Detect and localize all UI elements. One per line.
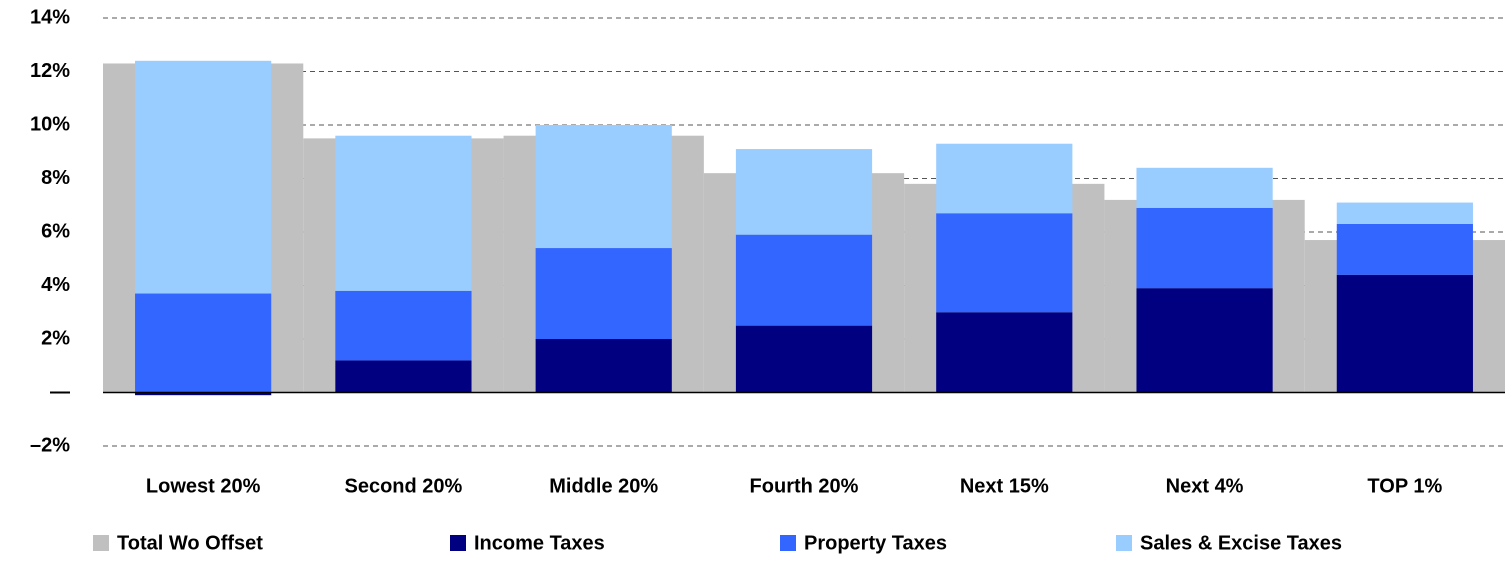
legend-swatch: [93, 535, 109, 551]
bar-segment: [135, 392, 272, 396]
legend-swatch: [1116, 535, 1132, 551]
bar-segment: [1336, 274, 1473, 393]
y-tick-label: —: [50, 381, 70, 403]
bar-segment: [936, 312, 1073, 393]
x-tick-label: Second 20%: [345, 475, 463, 497]
legend-label: Total Wo Offset: [117, 532, 263, 554]
x-tick-label: Middle 20%: [549, 475, 658, 497]
x-tick-label: Fourth 20%: [750, 475, 859, 497]
legend-label: Property Taxes: [804, 532, 947, 554]
bar-segment: [335, 360, 472, 393]
legend-swatch: [780, 535, 796, 551]
y-tick-label: 2%: [41, 327, 70, 349]
bar-segment: [1136, 167, 1273, 208]
x-tick-label: Next 15%: [960, 475, 1049, 497]
bar-segment: [135, 60, 272, 294]
x-tick-label: Next 4%: [1166, 475, 1244, 497]
bar-segment: [1336, 202, 1473, 224]
bar-segment: [936, 213, 1073, 313]
bar-segment: [1136, 288, 1273, 393]
legend-label: Sales & Excise Taxes: [1140, 532, 1342, 554]
x-tick-label: Lowest 20%: [146, 475, 261, 497]
bar-segment: [1136, 207, 1273, 289]
bar-segment: [535, 125, 672, 249]
bar-segment: [936, 143, 1073, 214]
y-tick-label: 14%: [30, 6, 70, 28]
x-tick-label: TOP 1%: [1367, 475, 1442, 497]
bar-segment: [335, 290, 472, 361]
y-tick-label: 6%: [41, 220, 70, 242]
bar-segment: [735, 234, 873, 326]
y-tick-label: –2%: [30, 434, 70, 456]
y-tick-label: 8%: [41, 167, 70, 189]
bar-segment: [735, 149, 873, 235]
bar-segment: [1336, 223, 1473, 275]
bar-segment: [135, 293, 272, 393]
y-tick-label: 4%: [41, 274, 70, 296]
bar-segment: [735, 325, 873, 393]
y-tick-label: 12%: [30, 60, 70, 82]
legend-label: Income Taxes: [474, 532, 605, 554]
y-tick-label: 10%: [30, 113, 70, 135]
bar-segment: [335, 135, 472, 291]
legend-swatch: [450, 535, 466, 551]
bar-segment: [535, 339, 672, 393]
bar-segment: [535, 248, 672, 339]
